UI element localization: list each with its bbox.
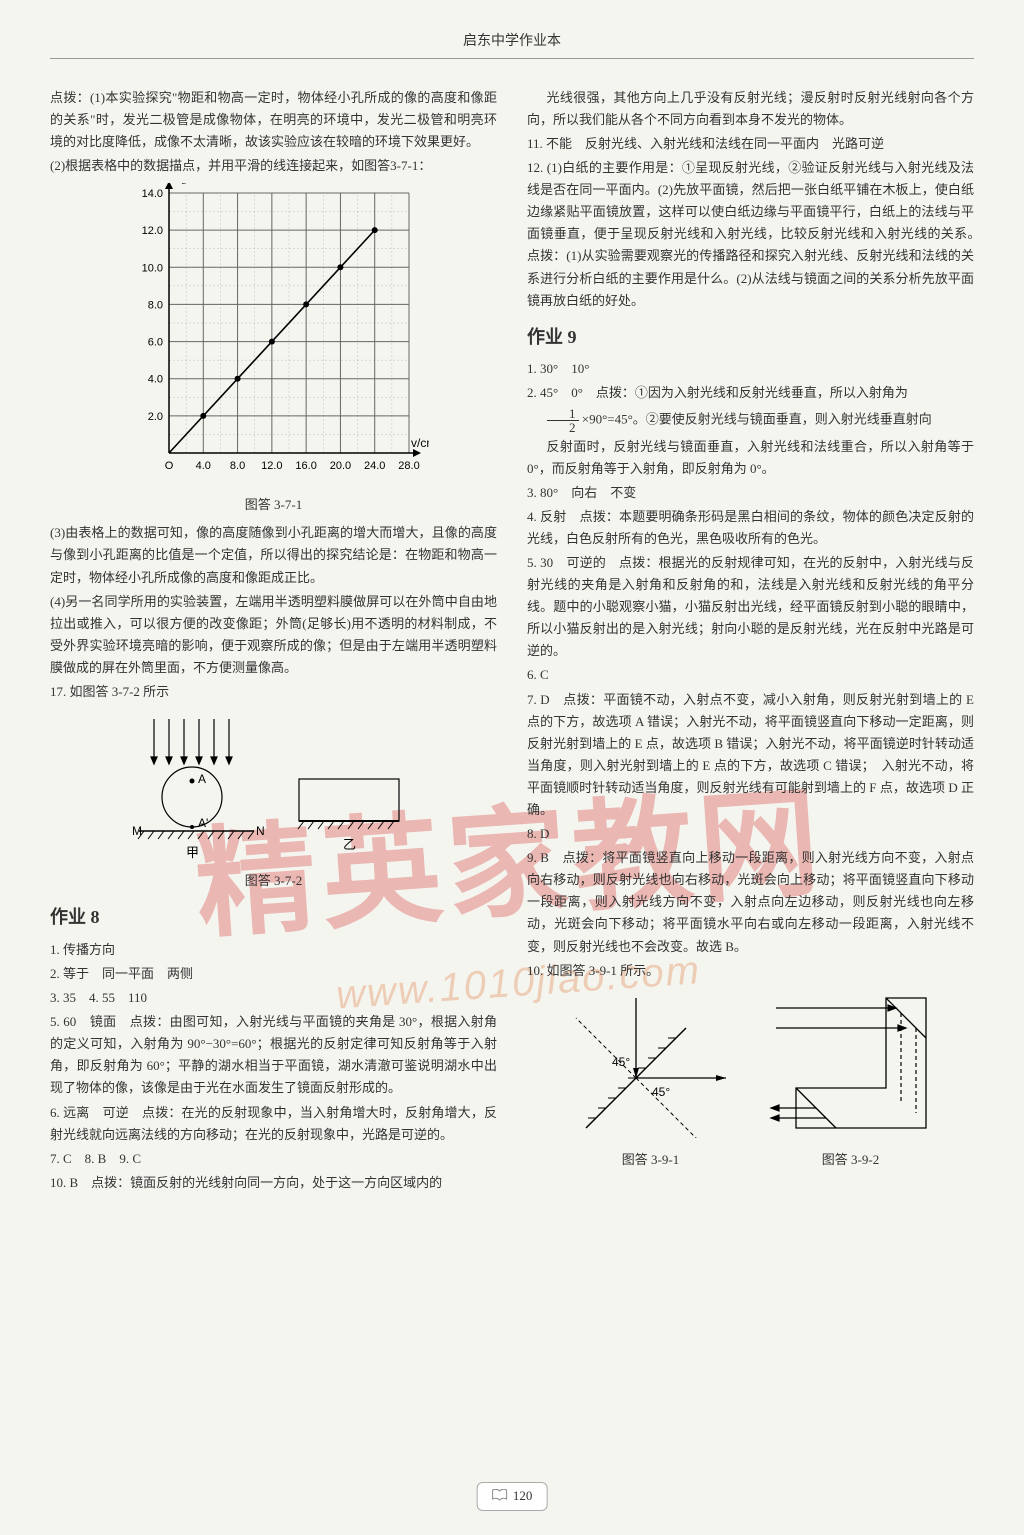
answer-item: 5. 60 镜面 点拨：由图可知，入射光线与平面镜的夹角是 30°，根据入射角的…	[50, 1011, 497, 1099]
right-column: 光线很强，其他方向上几乎没有反射光线；漫反射时反射光线射向各个方向，所以我们能从…	[527, 87, 974, 1196]
figure-3-9-2: 图答 3-9-2	[766, 988, 936, 1171]
figure-3-7-2: A A' M	[50, 709, 497, 892]
chart-line: O 4.0 8.0 12.0 16.0 20.0 24.0 28.0 2.0 4.0 6.0 8.0 1…	[119, 183, 429, 483]
label-N: N	[256, 824, 265, 838]
label-left: 甲	[186, 845, 199, 859]
answer-item: 1 2 ×90°=45°。②要使反射光线与镜面垂直，则入射光线垂直射向	[527, 407, 974, 434]
answer-item: 7. C 8. B 9. C	[50, 1148, 497, 1170]
answer-item: 10. 如图答 3-9-1 所示。	[527, 960, 974, 982]
answer-item: 9. B 点拨：将平面镜竖直向上移动一段距离，则入射光线方向不变，入射点向右移动…	[527, 847, 974, 957]
paragraph: (2)根据表格中的数据描点，并用平滑的线连接起来，如图答3-7-1：	[50, 155, 497, 177]
page-header: 启东中学作业本	[50, 30, 974, 67]
header-title: 启东中学作业本	[463, 34, 561, 49]
fraction: 1 2	[547, 407, 579, 434]
svg-text:v/cm: v/cm	[411, 436, 429, 450]
paragraph: (4)另一名同学所用的实验装置，左端用半透明塑料膜做屏可以在外筒中自由地拉出或推…	[50, 591, 497, 679]
answer-item: 1. 传播方向	[50, 939, 497, 961]
fraction-num: 1	[547, 407, 579, 421]
svg-text:14.0: 14.0	[141, 188, 162, 200]
svg-text:20.0: 20.0	[329, 460, 350, 472]
answer-item: 11. 不能 反射光线、入射光线和法线在同一平面内 光路可逆	[527, 133, 974, 155]
book-icon	[492, 1486, 508, 1508]
svg-text:8.0: 8.0	[229, 460, 244, 472]
answer-item: 3. 35 4. 55 110	[50, 987, 497, 1009]
paragraph: 17. 如图答 3-7-2 所示	[50, 681, 497, 703]
paragraph: 光线很强，其他方向上几乎没有反射光线；漫反射时反射光线射向各个方向，所以我们能从…	[527, 87, 974, 131]
svg-text:10.0: 10.0	[141, 262, 162, 274]
answer-item: 10. B 点拨：镜面反射的光线射向同一方向，处于这一方向区域内的	[50, 1172, 497, 1194]
answer-item: 2. 45° 0° 点拨：①因为入射光线和反射光线垂直，所以入射角为	[527, 382, 974, 404]
answer-item: 12. (1)白纸的主要作用是：①呈现反射光线，②验证反射光线与入射光线及法线是…	[527, 157, 974, 312]
page: 启东中学作业本 点拨：(1)本实验探究"物距和物高一定时，物体经小孔所成的像的高…	[0, 0, 1024, 1216]
answer-item: 7. D 点拨：平面镜不动，入射点不变，减小入射角，则反射光射到墙上的 E 点的…	[527, 689, 974, 822]
figure-row: 45° 45° 图答 3-9-1	[527, 988, 974, 1171]
diagram-mirror-45: 45° 45°	[566, 988, 736, 1138]
paragraph: (3)由表格上的数据可知，像的高度随像到小孔距离的增大而增大，且像的高度与像到小…	[50, 522, 497, 588]
paragraph: 点拨：(1)本实验探究"物距和物高一定时，物体经小孔所成的像的高度和像距的关系"…	[50, 87, 497, 153]
text: ×90°=45°。②要使反射光线与镜面垂直，则入射光线垂直射向	[582, 411, 932, 426]
section-title-hw8: 作业 8	[50, 902, 497, 933]
fraction-den: 2	[547, 421, 579, 434]
answer-item: 5. 30 可逆的 点拨：根据光的反射规律可知，在光的反射中，入射光线与反射光线…	[527, 552, 974, 662]
text: 2. 45° 0° 点拨：①因为入射光线和反射光线垂直，所以入射角为	[527, 385, 908, 400]
answer-item: 反射面时，反射光线与镜面垂直，入射光线和法线重合，所以入射角等于 0°，而反射角…	[527, 436, 974, 480]
answer-item: 6. C	[527, 664, 974, 686]
figure-caption: 图答 3-9-2	[766, 1149, 936, 1171]
label-Aprime: A'	[198, 816, 208, 830]
answer-item: 2. 等于 同一平面 两侧	[50, 963, 497, 985]
svg-text:4.0: 4.0	[195, 460, 210, 472]
diagram-periscope	[766, 988, 936, 1138]
page-number-badge: 120	[477, 1482, 548, 1511]
label-right: 乙	[343, 837, 356, 852]
left-column: 点拨：(1)本实验探究"物距和物高一定时，物体经小孔所成的像的高度和像距的关系"…	[50, 87, 497, 1196]
angle-label: 45°	[652, 1085, 670, 1099]
label-M: M	[132, 824, 142, 838]
section-title-hw9: 作业 9	[527, 322, 974, 353]
svg-text:h₂/cm: h₂/cm	[175, 183, 206, 186]
svg-text:12.0: 12.0	[141, 225, 162, 237]
svg-text:O: O	[164, 460, 173, 472]
svg-text:4.0: 4.0	[147, 374, 162, 386]
answer-item: 3. 80° 向右 不变	[527, 482, 974, 504]
two-column-layout: 点拨：(1)本实验探究"物距和物高一定时，物体经小孔所成的像的高度和像距的关系"…	[50, 87, 974, 1196]
svg-text:28.0: 28.0	[398, 460, 419, 472]
svg-text:12.0: 12.0	[261, 460, 282, 472]
header-rule	[50, 58, 974, 59]
label-A: A	[198, 772, 206, 786]
answer-item: 6. 远离 可逆 点拨：在光的反射现象中，当入射角增大时，反射角增大，反射光线就…	[50, 1102, 497, 1146]
figure-3-7-1: O 4.0 8.0 12.0 16.0 20.0 24.0 28.0 2.0 4.0 6.0 8.0 1…	[50, 183, 497, 516]
svg-text:16.0: 16.0	[295, 460, 316, 472]
figure-3-9-1: 45° 45° 图答 3-9-1	[566, 988, 736, 1171]
svg-text:24.0: 24.0	[364, 460, 385, 472]
svg-text:2.0: 2.0	[147, 411, 162, 423]
angle-label: 45°	[612, 1055, 630, 1069]
diagram-reflection: A A' M	[124, 709, 424, 859]
svg-text:8.0: 8.0	[147, 300, 162, 312]
answer-item: 8. D	[527, 823, 974, 845]
figure-caption: 图答 3-9-1	[566, 1149, 736, 1171]
svg-text:6.0: 6.0	[147, 337, 162, 349]
answer-item: 4. 反射 点拨：本题要明确条形码是黑白相间的条纹，物体的颜色决定反射的光线，白…	[527, 506, 974, 550]
figure-caption: 图答 3-7-2	[50, 870, 497, 892]
figure-caption: 图答 3-7-1	[50, 494, 497, 516]
answer-item: 1. 30° 10°	[527, 358, 974, 380]
page-number: 120	[513, 1488, 533, 1503]
